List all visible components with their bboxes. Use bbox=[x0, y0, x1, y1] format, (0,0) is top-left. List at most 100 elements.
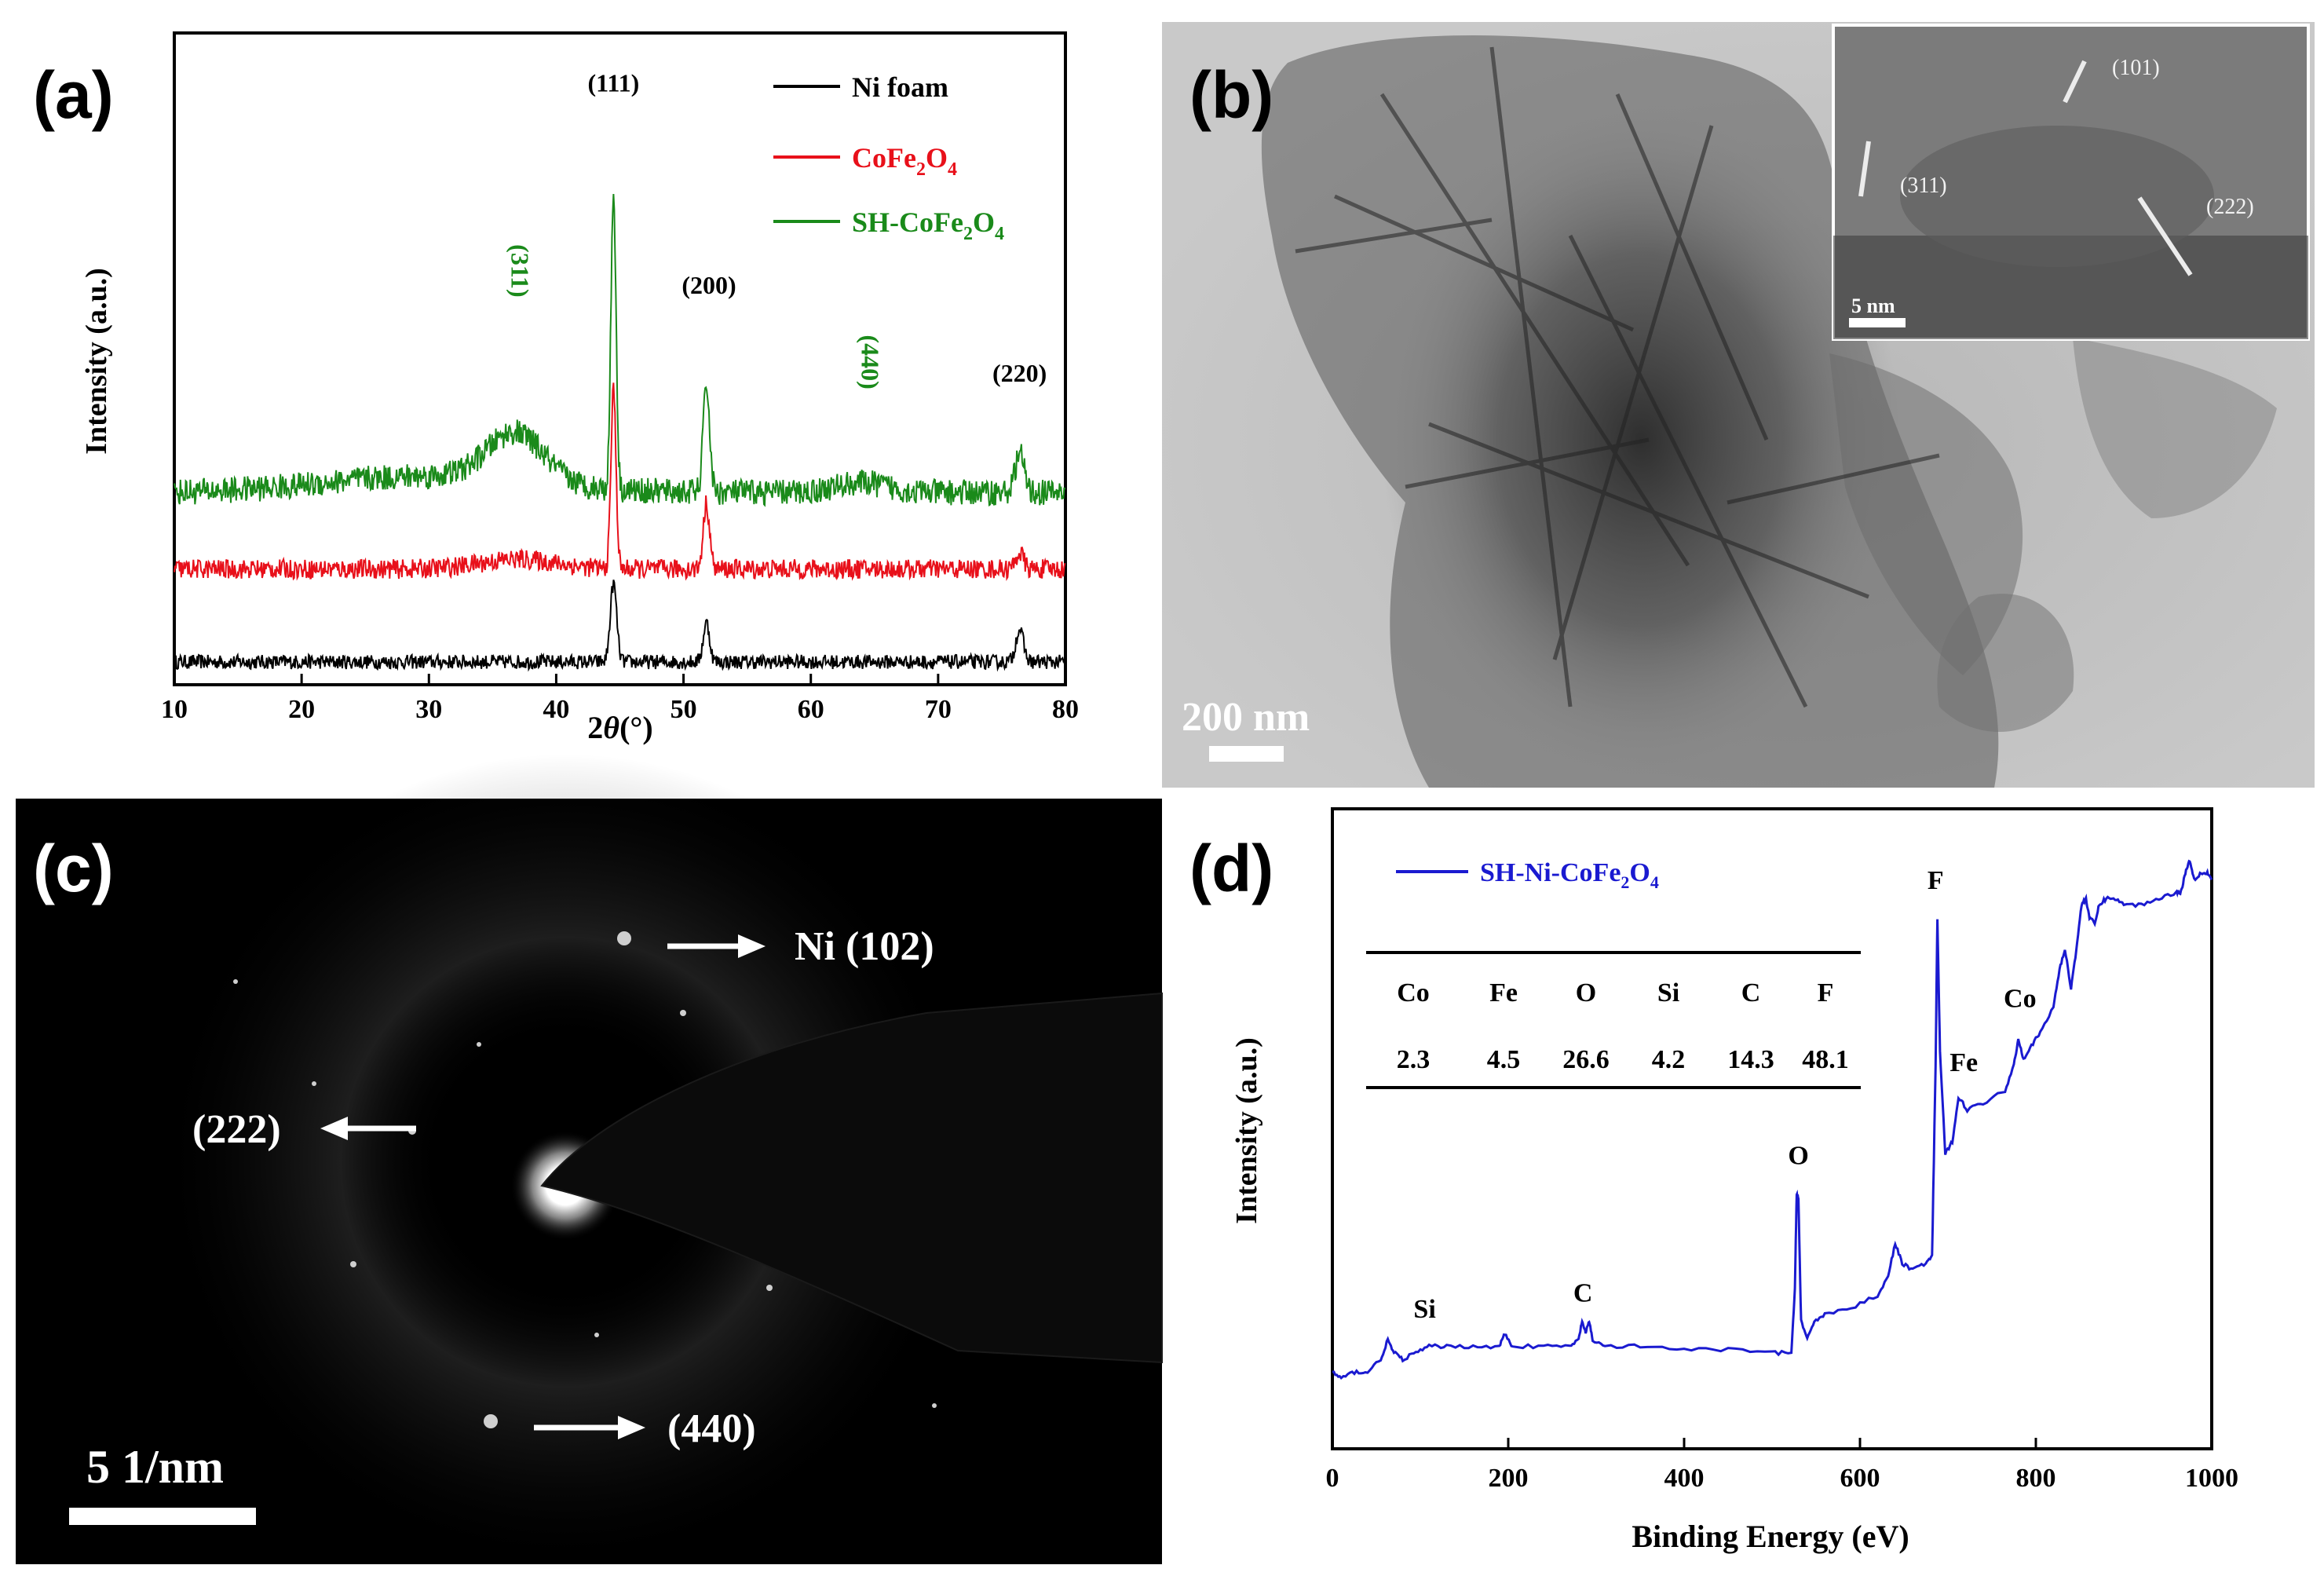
panel-b-tem-image: (101) (311) (222) 5 nm (b) 200 nm bbox=[1162, 22, 2315, 788]
legend-cofe2o4-sub2: 4 bbox=[948, 159, 957, 180]
xps-plot-frame bbox=[1331, 807, 2213, 1450]
table-value: 26.6 bbox=[1562, 1045, 1610, 1074]
xps-x-tick-label: 200 bbox=[1489, 1464, 1529, 1493]
table-value: 4.2 bbox=[1652, 1045, 1686, 1074]
xrd-x-axis-label: 2θ(°) bbox=[587, 710, 652, 745]
table-value: 2.3 bbox=[1397, 1045, 1431, 1074]
saed-label-222: (222) bbox=[192, 1107, 281, 1152]
arrow-head-ni-102 bbox=[738, 934, 766, 958]
arrow-head-222 bbox=[320, 1117, 348, 1140]
table-header: Co bbox=[1397, 978, 1430, 1007]
xrd-peak-label: (111) bbox=[588, 69, 640, 97]
legend-sh-cofe2o4-base: SH-CoFe bbox=[852, 207, 963, 238]
legend-sh-cofe2o4-sub2: 4 bbox=[995, 224, 1004, 244]
xrd-xlabel-prefix: 2 bbox=[587, 710, 603, 745]
composition-table: Co 2.3 Fe 4.5 O 26.6 Si 4.2 C 14.3 F 48.1 bbox=[1366, 951, 1861, 1089]
legend-cofe2o4-base: CoFe bbox=[852, 142, 916, 174]
panel-a-letter: (a) bbox=[33, 58, 114, 132]
xrd-xlabel-unit: (°) bbox=[619, 710, 653, 745]
legend-label-sh-cofe2o4: SH-CoFe2O4 bbox=[852, 207, 1004, 244]
panel-b-letter: (b) bbox=[1189, 58, 1273, 132]
xps-peak-label: C bbox=[1573, 1279, 1593, 1308]
xrd-series-line-0 bbox=[174, 580, 1066, 672]
tem-flake-right bbox=[2073, 338, 2277, 518]
xrd-x-tick-label: 60 bbox=[798, 695, 824, 724]
xps-series-group bbox=[1332, 859, 2213, 1380]
table-header: O bbox=[1576, 978, 1596, 1007]
table-header: C bbox=[1741, 978, 1761, 1007]
xrd-plot-frame bbox=[173, 31, 1067, 686]
saed-annotations bbox=[320, 934, 766, 1439]
legend-sh-ni-sub2: 4 bbox=[1650, 872, 1659, 892]
xrd-x-tick-label: 80 bbox=[1052, 695, 1079, 724]
tem-flake-lower bbox=[1937, 594, 2074, 733]
xrd-peak-label: (220) bbox=[992, 359, 1047, 387]
xrd-x-tick-label: 20 bbox=[288, 695, 315, 724]
saed-beam-stopper bbox=[540, 992, 1163, 1364]
panel-d-xps-chart: (d) 0 200 400 600 800 1000 Si C O F Fe Co Intensit… bbox=[1189, 807, 2238, 1554]
xps-peak-labels: Si C O F Fe Co bbox=[1413, 866, 2036, 1324]
xps-series-line bbox=[1332, 859, 2213, 1380]
legend-cofe2o4-mid: O bbox=[926, 142, 948, 174]
arrow-head-440 bbox=[618, 1416, 645, 1439]
tem-inset-label-311: (311) bbox=[1900, 174, 1947, 198]
xps-x-axis-label: Binding Energy (eV) bbox=[1632, 1519, 1909, 1554]
xrd-peak-label: (311) bbox=[506, 244, 535, 298]
xps-peak-label: O bbox=[1788, 1141, 1808, 1170]
xps-x-tick-label: 0 bbox=[1326, 1464, 1339, 1493]
xps-x-tick-label: 1000 bbox=[2185, 1464, 2238, 1493]
saed-label-ni-102: Ni (102) bbox=[795, 924, 934, 969]
tem-inset-fringe-markers bbox=[1858, 60, 2193, 276]
legend-label-cofe2o4: CoFe2O4 bbox=[852, 142, 957, 180]
tem-inset-label-222: (222) bbox=[2206, 195, 2254, 219]
legend-sh-cofe2o4-sub1: 2 bbox=[963, 224, 973, 244]
table-value: 48.1 bbox=[1802, 1045, 1849, 1074]
xrd-x-tick-label: 10 bbox=[161, 695, 188, 724]
xps-peak-label: F bbox=[1928, 866, 1944, 895]
tem-inset-grain bbox=[1900, 126, 2214, 267]
xrd-xlabel-theta: θ bbox=[603, 710, 619, 745]
xrd-peak-label: (440) bbox=[857, 335, 885, 389]
table-header: Si bbox=[1657, 978, 1679, 1007]
tem-nanosheets bbox=[1295, 46, 1940, 708]
xrd-x-tick-label: 40 bbox=[543, 695, 569, 724]
legend-label-ni-foam: Ni foam bbox=[852, 71, 948, 103]
xps-peak-label: Co bbox=[2004, 985, 2037, 1014]
legend-label-sh-ni-cofe2o4: SH-Ni-CoFe2O4 bbox=[1480, 858, 1659, 892]
xrd-peak-labels: (111) (200) (220) (311) (440) bbox=[506, 69, 1047, 389]
xrd-x-tick-label: 70 bbox=[925, 695, 952, 724]
xrd-x-tick-label: 30 bbox=[415, 695, 442, 724]
tem-inset-scale-label: 5 nm bbox=[1851, 294, 1895, 317]
panel-a-xrd-chart: (a) 10 20 30 40 50 60 70 80 (111) (200) (220) (311… bbox=[33, 31, 1079, 745]
saed-scale-label: 5 1/nm bbox=[86, 1441, 224, 1493]
saed-scale-bar bbox=[69, 1508, 256, 1525]
xrd-series-line-1 bbox=[174, 382, 1066, 581]
panel-c-letter: (c) bbox=[33, 832, 114, 905]
tem-inset: (101) (311) (222) 5 nm bbox=[1832, 24, 2310, 341]
table-cells: Co 2.3 Fe 4.5 O 26.6 Si 4.2 C 14.3 F 48.1 bbox=[1397, 978, 1849, 1074]
xps-x-tick-label: 800 bbox=[2016, 1464, 2056, 1493]
panel-c-saed-image: (c) Ni (102) (222) (440) 5 1/nm bbox=[16, 754, 1163, 1571]
table-header: F bbox=[1818, 978, 1834, 1007]
tem-inset-scale-bar bbox=[1849, 318, 1906, 327]
xrd-legend: Ni foam CoFe2O4 SH-CoFe2O4 bbox=[773, 71, 1004, 244]
table-header: Fe bbox=[1489, 978, 1518, 1007]
xrd-series-line-2 bbox=[174, 194, 1066, 507]
xrd-x-axis: 10 20 30 40 50 60 70 80 bbox=[161, 674, 1079, 724]
panel-d-letter: (d) bbox=[1189, 832, 1273, 905]
xrd-x-tick-label: 50 bbox=[671, 695, 697, 724]
tem-scale-label: 200 nm bbox=[1182, 695, 1310, 740]
legend-sh-ni-mid: O bbox=[1629, 858, 1650, 887]
legend-sh-cofe2o4-mid: O bbox=[973, 207, 995, 238]
legend-cofe2o4-sub1: 2 bbox=[916, 159, 926, 180]
saed-label-440: (440) bbox=[667, 1406, 756, 1451]
xps-peak-label: Fe bbox=[1949, 1048, 1978, 1077]
xrd-peak-label: (200) bbox=[681, 271, 736, 299]
xps-peak-label: Si bbox=[1413, 1295, 1435, 1324]
tem-side-flake bbox=[1829, 353, 2023, 675]
xps-y-axis-label: Intensity (a.u.) bbox=[1230, 1037, 1263, 1224]
legend-sh-ni-base: SH-Ni-CoFe bbox=[1480, 858, 1621, 887]
tem-scale-bar bbox=[1209, 746, 1284, 762]
xps-x-tick-label: 400 bbox=[1664, 1464, 1705, 1493]
